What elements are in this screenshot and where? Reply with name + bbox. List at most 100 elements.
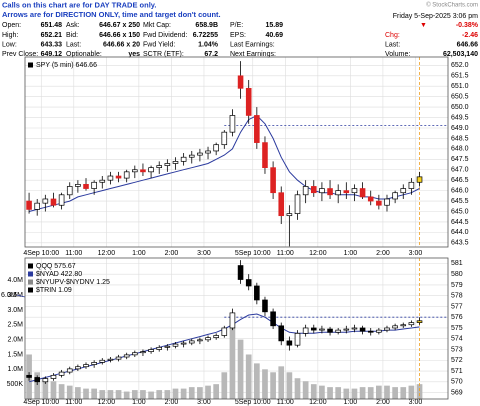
y-tick-label: 646.0 [451, 187, 469, 194]
y-tick-label: 578 [451, 293, 463, 300]
candle-body [42, 198, 49, 204]
candle-body [172, 343, 179, 347]
x-tick-label: 2:00 [376, 250, 390, 257]
candle-body [50, 198, 57, 206]
candle-body [132, 169, 138, 173]
candle-body [205, 150, 211, 154]
volume-bar [148, 391, 154, 399]
x-tick-label: 1:00 [344, 399, 358, 406]
candle-body [400, 324, 407, 327]
info-label: ▼ [420, 22, 427, 29]
candle-body [319, 188, 325, 194]
candle-body [384, 327, 390, 331]
charts: 652.0 651.5 651.0 650.5 650.0 649.5 649.0 648.5… [1, 56, 469, 406]
info-value: 658.9B [195, 22, 218, 29]
candle-body [172, 161, 179, 164]
candle-body [359, 188, 366, 198]
candle-body [245, 279, 252, 287]
candle-body [66, 368, 73, 373]
volume-bar [253, 363, 260, 399]
y-tick-label: 573 [451, 346, 463, 353]
volume-bar [237, 339, 244, 399]
candle-body [278, 325, 285, 342]
notice-box [0, 0, 208, 21]
candle-body [254, 115, 260, 143]
volume-bar [262, 369, 268, 399]
info-value: 651.48 [41, 22, 63, 29]
candle-body [75, 184, 81, 187]
candle-body [123, 354, 130, 358]
x-tick-label: 3:00 [409, 399, 423, 406]
x-tick-label: 1:00 [344, 250, 358, 257]
legend-label: SPY (5 min) 646.66 [36, 62, 97, 69]
x-tick-label: 11:00 [277, 250, 294, 257]
candle-body [197, 339, 203, 342]
y-tick-label: 648.5 [451, 135, 469, 142]
y-tick-label: 650.0 [451, 104, 469, 111]
candle-body [164, 345, 171, 348]
y-tick-label: 643.5 [451, 240, 469, 247]
volume-bar [156, 390, 163, 399]
y-tick-label: 580 [451, 271, 463, 278]
y-tick-label: 649.5 [451, 114, 469, 121]
candle-body [319, 328, 325, 331]
y-tick-label: 571 [451, 368, 463, 375]
x-tick-label: 2:00 [376, 399, 390, 406]
candle-body [302, 186, 309, 196]
candle-body [156, 346, 163, 350]
y-tick-label: 644.0 [451, 229, 469, 236]
candle-body [213, 144, 219, 152]
volume-bar [376, 385, 382, 399]
candle-body [229, 312, 236, 329]
volume-bar [229, 327, 236, 399]
volume-bar [416, 384, 423, 399]
side-line [16, 294, 26, 298]
candle-body [99, 179, 106, 183]
candle-body [278, 192, 285, 217]
candle-body [26, 374, 32, 378]
y-tick-label: 648.0 [451, 146, 469, 153]
legend-swatch [28, 287, 33, 293]
candle-body [359, 327, 366, 332]
volume-tick-label: 4.0M [7, 277, 23, 284]
volume-bar [359, 387, 366, 399]
x-tick-label: 12:00 [309, 399, 327, 406]
candle-body [294, 332, 301, 346]
volume-bar [367, 387, 374, 399]
candle-body [286, 340, 293, 346]
y-tick-label: 569 [451, 389, 463, 396]
volume-bar [310, 384, 317, 399]
candle-body [335, 190, 341, 196]
candle-body [229, 115, 236, 133]
x-tick-label: 3:00 [197, 399, 211, 406]
candle-body [26, 200, 32, 210]
y-tick-label: 645.0 [451, 208, 469, 215]
candle-body [140, 169, 146, 173]
volume-bar [91, 388, 97, 399]
candle-body [180, 156, 187, 162]
y-tick-label: 581 [451, 260, 463, 267]
info-value: 15.89 [265, 22, 283, 29]
candle-body [254, 285, 260, 301]
volume-bar [278, 366, 285, 399]
candle-body [58, 194, 65, 206]
volume-bar [205, 385, 211, 399]
candle-body [351, 188, 358, 194]
info-label: Bid: [66, 32, 78, 39]
volume-bar [213, 384, 220, 399]
candle-body [188, 340, 195, 344]
candle-body [50, 374, 57, 379]
candle-body [164, 163, 171, 166]
y-tick-label: 651.5 [451, 73, 469, 80]
candle-body [156, 165, 163, 169]
volume-tick-label: 2.5M [7, 322, 23, 329]
candle-body [351, 327, 358, 330]
candle-body [221, 327, 228, 336]
x-tick-label: 12:00 [98, 250, 116, 257]
volume-bar [188, 387, 195, 399]
candle-body [310, 186, 317, 194]
x-tick-label: 2:00 [165, 399, 179, 406]
candle-body [115, 356, 122, 360]
x-tick-label: 4Sep 10:00 [23, 399, 59, 406]
